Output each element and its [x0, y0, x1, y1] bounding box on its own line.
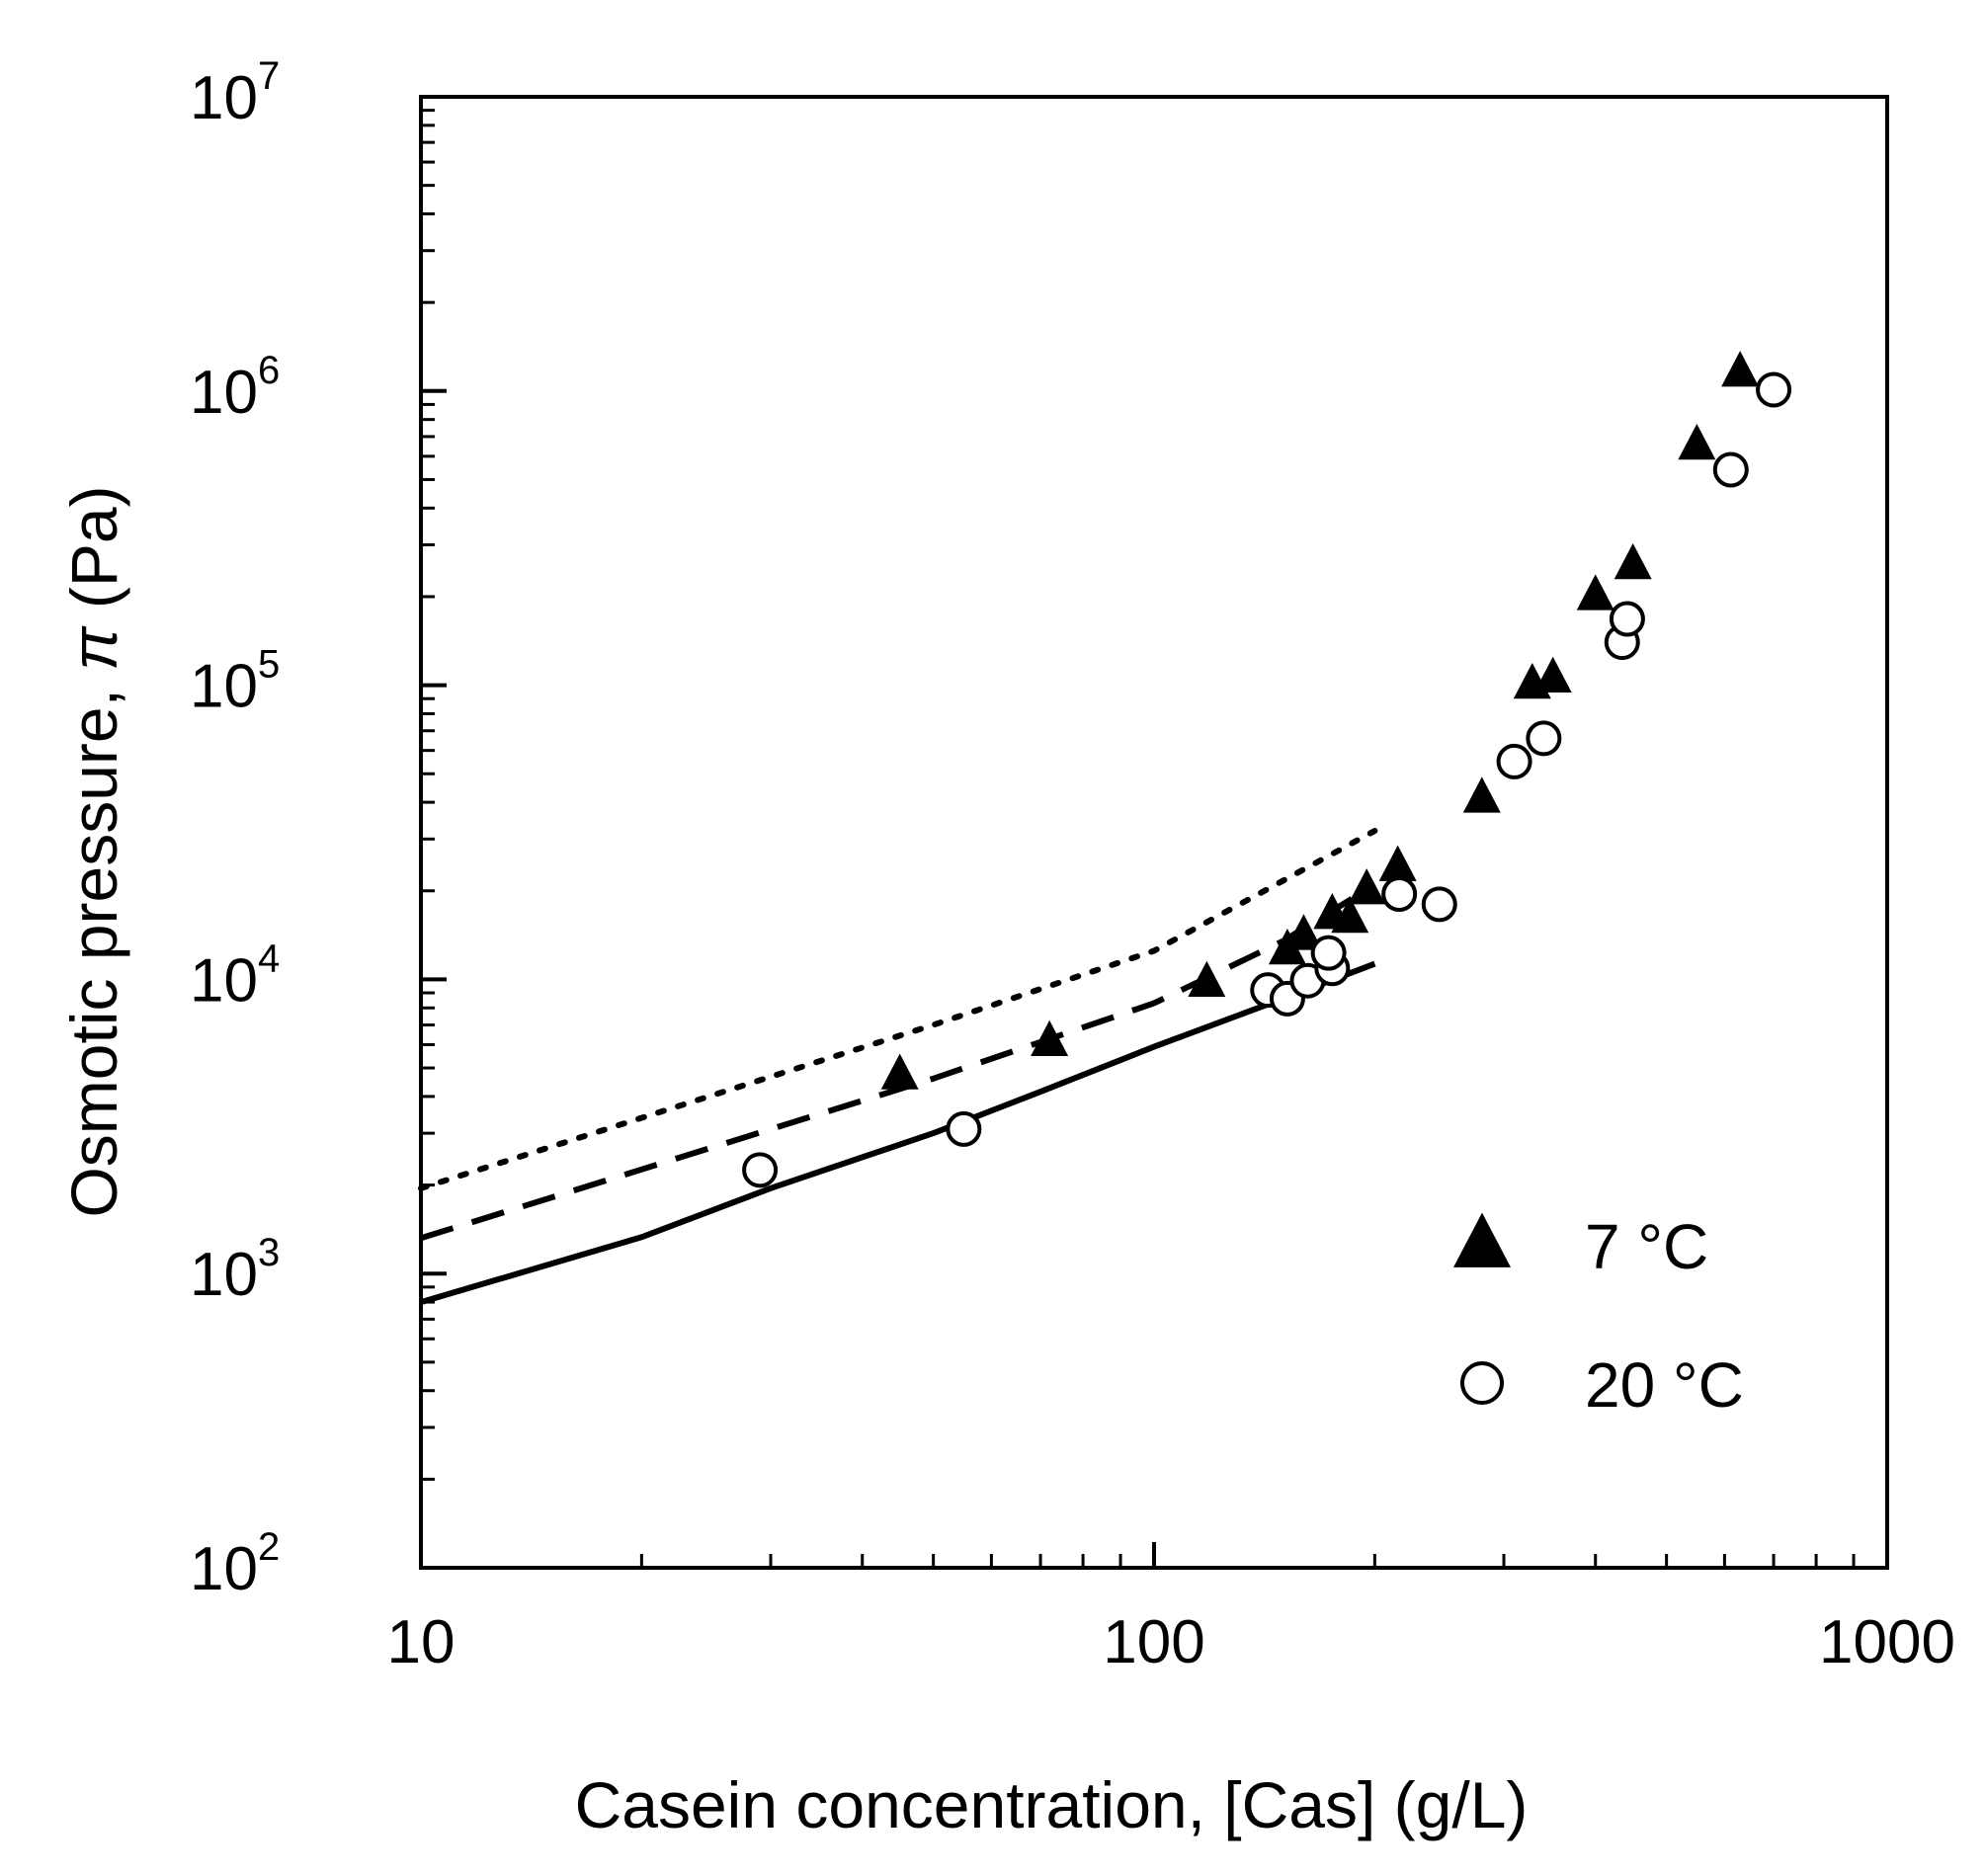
y-axis-title-prefix: Osmotic pressure, — [57, 671, 130, 1218]
point-7c — [1533, 656, 1572, 693]
y-tick-base: 10 — [190, 64, 258, 132]
y-tick-label: 107 — [190, 54, 280, 132]
point-7c — [1188, 960, 1226, 998]
legend-marker-triangle — [1453, 1212, 1511, 1267]
point-7c — [1031, 1020, 1069, 1057]
x-tick-label: 10 — [387, 1608, 455, 1676]
model-line-dashed — [420, 881, 1376, 1242]
legend: 7 °C 20 °C — [1453, 1211, 1744, 1421]
point-7c — [1721, 351, 1760, 387]
point-20c — [1712, 451, 1749, 488]
point-20c — [1381, 876, 1418, 913]
legend-label: 7 °C — [1585, 1211, 1708, 1282]
point-7c — [880, 1053, 919, 1090]
legend-label: 20 °C — [1585, 1349, 1744, 1421]
y-tick-base: 10 — [190, 1241, 258, 1309]
y-tick-label: 106 — [190, 349, 280, 427]
point-20c — [742, 1152, 779, 1188]
x-tick-label: 1000 — [1819, 1608, 1955, 1676]
y-tick-label: 103 — [190, 1231, 280, 1309]
y-tick-label: 105 — [190, 643, 280, 721]
point-20c — [1756, 371, 1792, 408]
y-tick-base: 10 — [190, 653, 258, 721]
y-tick-exponent: 6 — [258, 349, 280, 392]
point-7c — [1331, 897, 1369, 934]
point-7c — [1576, 574, 1614, 611]
y-tick-base: 10 — [190, 1535, 258, 1603]
point-7c — [1614, 542, 1652, 580]
x-axis-title: Casein concentration, [Cas] (g/L) — [575, 1768, 1529, 1841]
y-axis-title: Osmotic pressure, π (Pa) — [57, 485, 130, 1217]
point-20c — [1496, 743, 1532, 779]
point-7c — [1462, 776, 1501, 813]
y-tick-label: 104 — [190, 937, 280, 1015]
point-20c — [1609, 601, 1645, 637]
major-ticks — [419, 95, 1889, 1570]
y-axis-title-symbol: π — [57, 625, 130, 671]
point-20c — [946, 1110, 982, 1147]
point-20c — [1526, 720, 1562, 757]
point-20c — [1310, 935, 1347, 971]
y-tick-exponent: 2 — [258, 1525, 280, 1569]
y-tick-base: 10 — [190, 359, 258, 427]
y-tick-exponent: 7 — [258, 54, 280, 98]
point-7c — [1348, 868, 1386, 905]
model-line-solid — [420, 960, 1376, 1305]
y-tick-base: 10 — [190, 946, 258, 1015]
point-7c — [1284, 914, 1323, 950]
y-axis-title-suffix: (Pa) — [57, 485, 130, 626]
legend-marker-circle — [1460, 1361, 1504, 1405]
y-tick-exponent: 5 — [258, 643, 280, 687]
x-tick-label: 100 — [1103, 1608, 1204, 1676]
data-points — [742, 351, 1792, 1188]
point-7c — [1378, 845, 1417, 881]
x-tick-labels: 10 100 1000 — [387, 1608, 1955, 1676]
y-tick-exponent: 4 — [258, 937, 280, 980]
point-7c — [1678, 423, 1716, 460]
plot-frame — [419, 95, 1889, 1570]
y-tick-label: 102 — [190, 1525, 280, 1603]
y-tick-exponent: 3 — [258, 1231, 280, 1274]
model-line-dotted — [418, 828, 1378, 1191]
point-20c — [1421, 886, 1457, 923]
